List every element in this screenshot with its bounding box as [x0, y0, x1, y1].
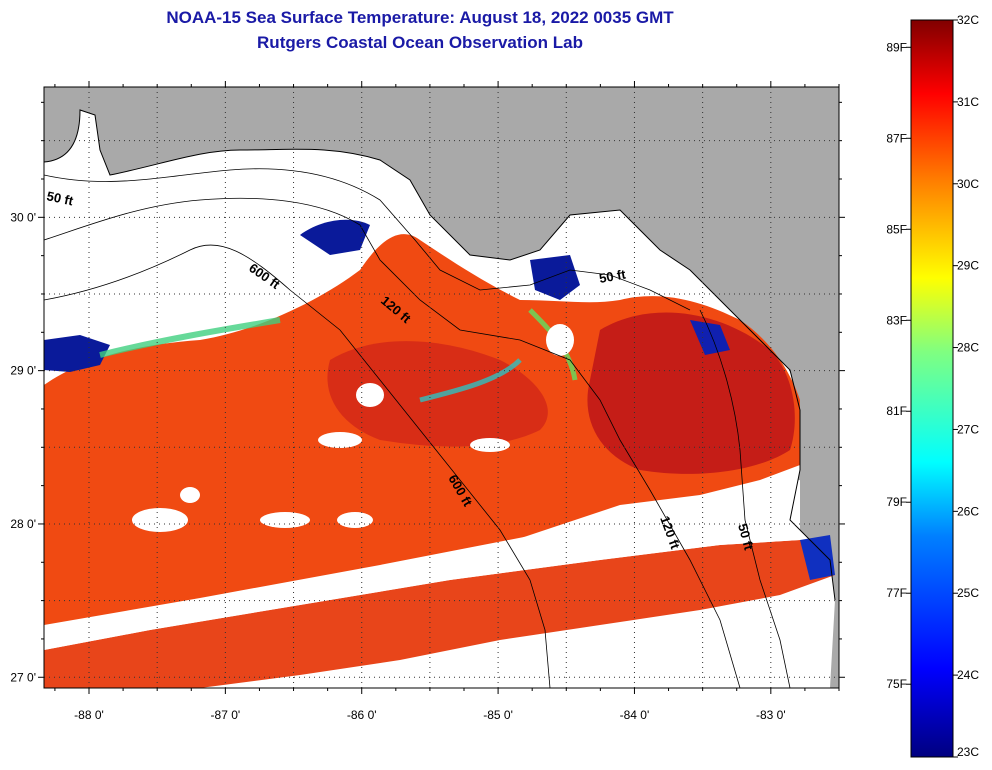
contour-50ft-north	[44, 168, 691, 311]
colorbar-ticks: 32C 31C 30C 29C 28C 27C 26C 25C 24C 23C 89F 87F 85F 8…	[886, 13, 979, 770]
cloud-patch	[180, 487, 200, 503]
sst-hot-core	[587, 312, 795, 474]
cloud-patch	[318, 432, 362, 448]
colorbar	[910, 19, 954, 758]
celsius-label: 31C	[957, 95, 979, 109]
lon-tick-label: -86 0'	[347, 708, 377, 722]
celsius-label: 28C	[957, 341, 979, 355]
celsius-label: 26C	[957, 504, 979, 518]
lat-tick-label: 30 0'	[10, 210, 36, 224]
depth-label: 50 ft	[735, 522, 757, 552]
cloud-patch	[132, 508, 188, 532]
cool-patch-shelf	[300, 219, 370, 255]
celsius-label: 24C	[957, 668, 979, 682]
fahrenheit-label: 75F	[886, 677, 907, 691]
cool-patch-west	[44, 335, 110, 372]
fahrenheit-label: 79F	[886, 495, 907, 509]
cool-patch-bigbend	[530, 255, 580, 300]
fahrenheit-label: 81F	[886, 404, 907, 418]
lon-tick-label: -88 0'	[74, 708, 104, 722]
lat-tick-label: 29 0'	[10, 364, 36, 378]
map-subtitle: Rutgers Coastal Ocean Observation Lab	[257, 33, 583, 52]
contour-50ft-east	[699, 309, 791, 688]
contour-120ft	[44, 197, 741, 688]
lon-tick-label: -83 0'	[756, 708, 786, 722]
fahrenheit-label: 89F	[886, 40, 907, 54]
lat-tick-label: 27 0'	[10, 670, 36, 684]
fahrenheit-label: 73F	[886, 768, 907, 770]
swath-gap	[44, 480, 800, 650]
depth-label: 50 ft	[598, 266, 628, 286]
front-green-2	[419, 358, 522, 403]
cool-patch-east	[690, 320, 730, 355]
map-gridlines	[44, 87, 839, 688]
cloud-patch	[337, 512, 373, 528]
celsius-label: 29C	[957, 259, 979, 273]
coastline	[44, 109, 836, 601]
celsius-label: 25C	[957, 586, 979, 600]
front-green-1	[99, 317, 281, 358]
map-frame	[43, 86, 840, 689]
map-ticks: -88 0' -87 0' -86 0' -85 0' -84 0' -83 0' 30 0…	[10, 81, 845, 722]
fahrenheit-label: 77F	[886, 586, 907, 600]
cloud-patch	[260, 512, 310, 528]
depth-label: 50 ft	[45, 188, 75, 208]
fahrenheit-label: 83F	[886, 313, 907, 327]
cloud-patch	[546, 324, 574, 356]
celsius-label: 27C	[957, 422, 979, 436]
map-plot-area: 50 ft 600 ft 120 ft 50 ft 600 ft 120 ft …	[44, 87, 839, 688]
cloud-patch	[470, 438, 510, 452]
celsius-label: 23C	[957, 745, 979, 759]
map-title: NOAA-15 Sea Surface Temperature: August …	[166, 8, 674, 27]
contour-600ft	[44, 244, 551, 688]
celsius-label: 30C	[957, 177, 979, 191]
cloud-patch	[356, 383, 384, 407]
cloud-patch	[220, 299, 260, 311]
fahrenheit-label: 85F	[886, 222, 907, 236]
lon-tick-label: -84 0'	[620, 708, 650, 722]
lat-tick-label: 28 0'	[10, 517, 36, 531]
sst-lower-swath	[44, 540, 835, 688]
fahrenheit-label: 87F	[886, 131, 907, 145]
celsius-label: 32C	[957, 13, 979, 27]
lon-tick-label: -87 0'	[211, 708, 241, 722]
cool-patch-south	[800, 535, 835, 580]
lon-tick-label: -85 0'	[483, 708, 513, 722]
